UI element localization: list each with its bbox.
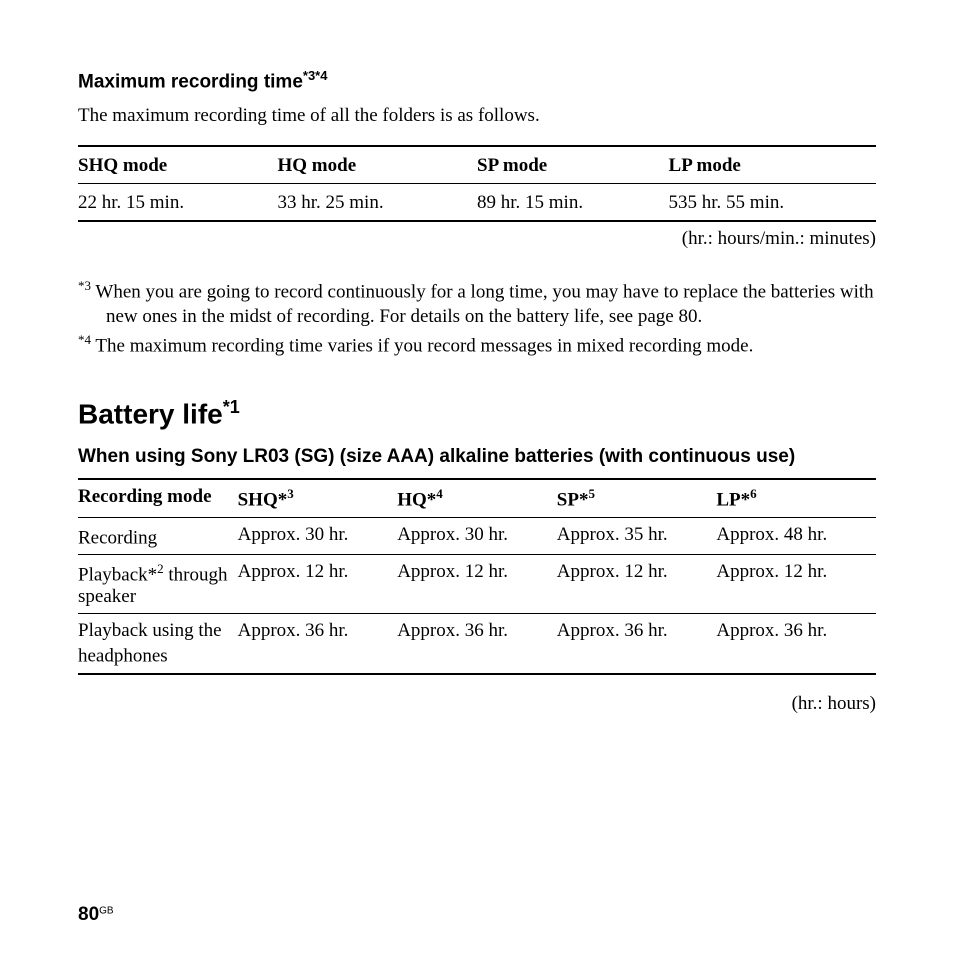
page-footer: 80GB bbox=[78, 904, 114, 926]
table-cell: Approx. 12 hr. bbox=[716, 561, 876, 608]
table-cell: Approx. 35 hr. bbox=[557, 524, 717, 549]
col-header-sup: 3 bbox=[287, 486, 294, 501]
col-header-text: SHQ* bbox=[238, 490, 288, 511]
table-cell: Approx. 36 hr. bbox=[238, 620, 398, 667]
col-header: SP mode bbox=[477, 155, 669, 177]
table-cell: Approx. 12 hr. bbox=[397, 561, 557, 608]
footnote-sup: *4 bbox=[78, 332, 91, 347]
footnote: *3 When you are going to record continuo… bbox=[78, 278, 876, 330]
table-cell: Approx. 36 hr. bbox=[716, 620, 876, 667]
row-label-text: Recording bbox=[78, 527, 157, 548]
row-label-text: Playback* bbox=[78, 564, 157, 585]
intro-text: The maximum recording time of all the fo… bbox=[78, 105, 876, 127]
heading-sup: *1 bbox=[223, 397, 240, 417]
section-heading-battery: Battery life*1 bbox=[78, 397, 876, 430]
col-header: LP mode bbox=[669, 155, 876, 177]
table-row: 22 hr. 15 min. 33 hr. 25 min. 89 hr. 15 … bbox=[78, 184, 876, 220]
table-cell: Approx. 30 hr. bbox=[397, 524, 557, 549]
col-header-text: HQ* bbox=[397, 490, 436, 511]
table-cell: Approx. 12 hr. bbox=[557, 561, 717, 608]
row-label: Playback*2 through speaker bbox=[78, 561, 238, 608]
table-cell: Approx. 48 hr. bbox=[716, 524, 876, 549]
table-cell: 89 hr. 15 min. bbox=[477, 192, 669, 214]
table-max-recording: SHQ mode HQ mode SP mode LP mode 22 hr. … bbox=[78, 145, 876, 222]
footnote: *4 The maximum recording time varies if … bbox=[78, 332, 876, 359]
table-row: Playback using the headphones Approx. 36… bbox=[78, 614, 876, 672]
footnote-sup: *3 bbox=[78, 278, 91, 293]
col-header: SP*5 bbox=[557, 486, 717, 511]
row-label-text: Playback using the headphones bbox=[78, 620, 222, 666]
table-battery: Recording mode SHQ*3 HQ*4 SP*5 LP*6 Reco… bbox=[78, 478, 876, 674]
col-header: HQ*4 bbox=[397, 486, 557, 511]
col-header: HQ mode bbox=[278, 155, 478, 177]
row-label: Recording bbox=[78, 524, 238, 549]
heading-text: Maximum recording time bbox=[78, 71, 303, 92]
subheading: When using Sony LR03 (SG) (size AAA) alk… bbox=[78, 446, 876, 468]
col-header: SHQ mode bbox=[78, 155, 278, 177]
table-cell: 22 hr. 15 min. bbox=[78, 192, 278, 214]
col-header: LP*6 bbox=[716, 486, 876, 511]
row-label: Playback using the headphones bbox=[78, 620, 238, 667]
table-cell: Approx. 12 hr. bbox=[238, 561, 398, 608]
table-cell: 33 hr. 25 min. bbox=[278, 192, 478, 214]
col-header-sup: 5 bbox=[588, 486, 595, 501]
page-region: GB bbox=[99, 906, 113, 917]
table-cell: 535 hr. 55 min. bbox=[669, 192, 876, 214]
heading-text: Battery life bbox=[78, 398, 223, 429]
table-row: Playback*2 through speaker Approx. 12 hr… bbox=[78, 555, 876, 614]
section-heading-max-recording: Maximum recording time*3*4 bbox=[78, 68, 876, 93]
table-caption: (hr.: hours/min.: minutes) bbox=[78, 228, 876, 250]
col-header: SHQ*3 bbox=[238, 486, 398, 511]
table-header-row: Recording mode SHQ*3 HQ*4 SP*5 LP*6 bbox=[78, 480, 876, 517]
table-cell: Approx. 36 hr. bbox=[397, 620, 557, 667]
table-cell: Approx. 30 hr. bbox=[238, 524, 398, 549]
table-caption: (hr.: hours) bbox=[78, 693, 876, 715]
page-number: 80 bbox=[78, 904, 99, 925]
col-header: Recording mode bbox=[78, 486, 238, 511]
footnotes: *3 When you are going to record continuo… bbox=[78, 278, 876, 359]
footnote-text: When you are going to record continuousl… bbox=[91, 282, 874, 328]
heading-sup: *3*4 bbox=[303, 68, 328, 83]
col-header-sup: 6 bbox=[750, 486, 757, 501]
col-header-sup: 4 bbox=[436, 486, 443, 501]
document-page: Maximum recording time*3*4 The maximum r… bbox=[0, 0, 954, 715]
table-row: Recording Approx. 30 hr. Approx. 30 hr. … bbox=[78, 518, 876, 555]
table-header-row: SHQ mode HQ mode SP mode LP mode bbox=[78, 147, 876, 184]
table-cell: Approx. 36 hr. bbox=[557, 620, 717, 667]
col-header-text: SP* bbox=[557, 490, 589, 511]
col-header-text: LP* bbox=[716, 490, 750, 511]
footnote-text: The maximum recording time varies if you… bbox=[91, 335, 753, 356]
